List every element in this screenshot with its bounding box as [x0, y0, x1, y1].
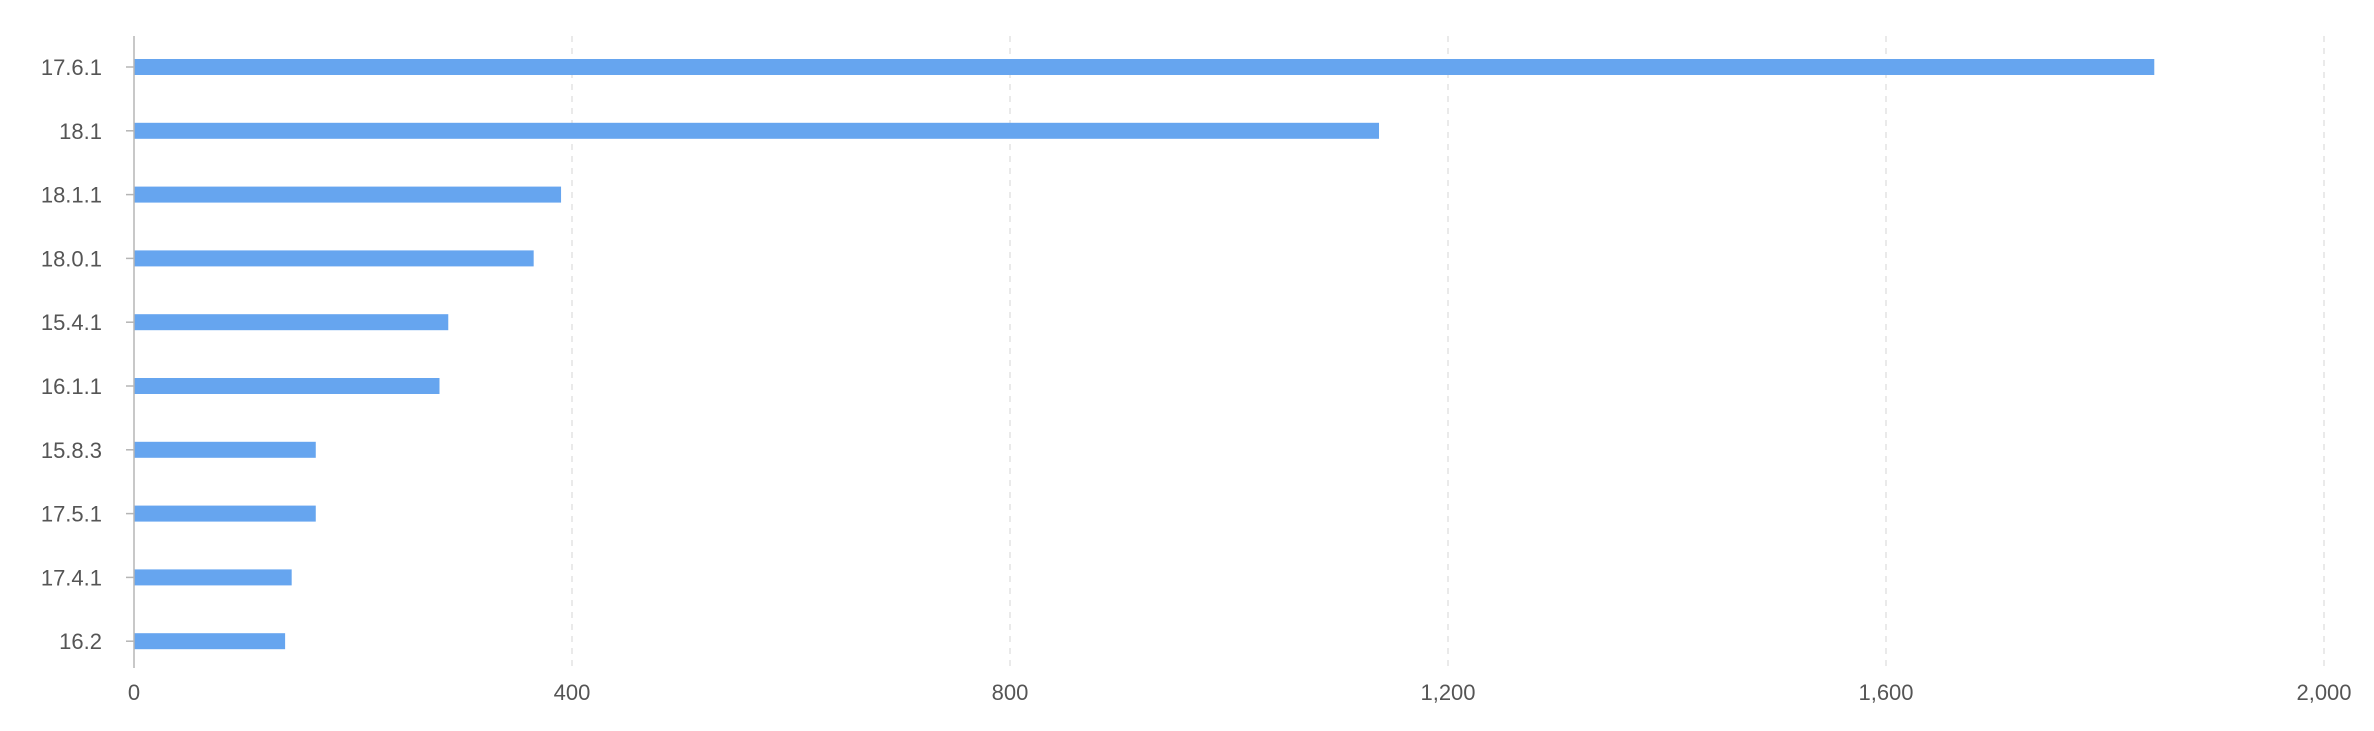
y-tick-label: 17.6.1: [41, 55, 102, 80]
y-tick-label: 15.8.3: [41, 438, 102, 463]
y-tick-label: 16.2: [59, 629, 102, 654]
grid-lines: [571, 36, 2325, 668]
x-tick-label: 0: [128, 680, 140, 705]
y-tick-label: 16.1.1: [41, 374, 102, 399]
y-tick-label: 18.0.1: [41, 246, 102, 271]
x-tick-label: 400: [554, 680, 591, 705]
y-tick-label: 17.5.1: [41, 502, 102, 527]
x-tick-label: 1,200: [1420, 680, 1475, 705]
bars: [134, 59, 2155, 650]
y-tick-label: 18.1.1: [41, 183, 102, 208]
y-tick-label: 15.4.1: [41, 310, 102, 335]
bar-15.8.3[interactable]: [134, 441, 316, 458]
bar-16.1.1[interactable]: [134, 378, 440, 394]
tick-labels: 0 400 800 1,200 1,600 2,000 17.6.1 18.1 18.1.1 18…: [41, 55, 2352, 705]
bar-18.0.1[interactable]: [134, 250, 534, 267]
bar-15.4.1[interactable]: [134, 314, 449, 331]
axes: [126, 36, 135, 668]
x-tick-label: 2,000: [2296, 680, 2351, 705]
y-tick-label: 18.1: [59, 119, 102, 144]
bar-16.2[interactable]: [134, 633, 286, 650]
y-tick-label: 17.4.1: [41, 565, 102, 590]
bar-17.6.1[interactable]: [134, 59, 2155, 75]
bar-18.1.1[interactable]: [134, 186, 562, 203]
x-tick-label: 1,600: [1858, 680, 1913, 705]
bar-17.5.1[interactable]: [134, 505, 316, 522]
x-tick-label: 800: [992, 680, 1029, 705]
bar-17.4.1[interactable]: [134, 569, 292, 586]
bar-18.1[interactable]: [134, 122, 1380, 139]
